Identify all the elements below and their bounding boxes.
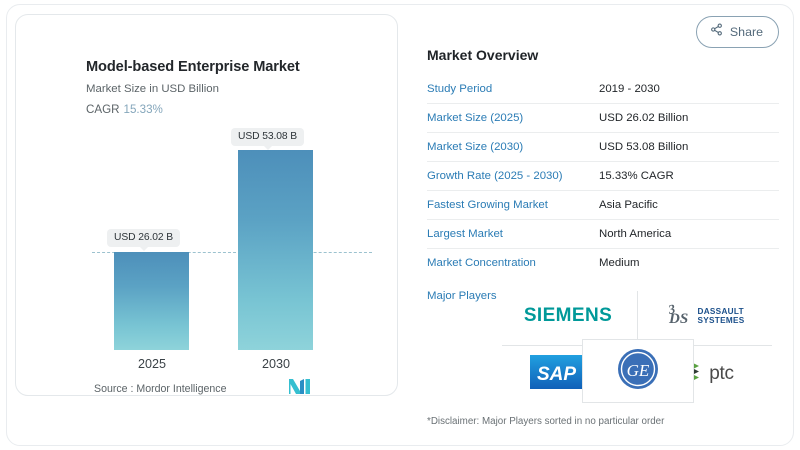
overview-title: Market Overview (427, 47, 539, 63)
cagr-label: CAGR (86, 103, 120, 116)
bar-chart-plot: USD 26.02 B USD 53.08 B 2025 2030 (76, 125, 386, 371)
chart-cagr: CAGR 15.33% (86, 103, 163, 116)
dassault-3ds-icon: 3 DS (666, 300, 694, 331)
row-value: USD 26.02 Billion (599, 103, 779, 133)
table-row: Market Size (2030) USD 53.08 Billion (427, 132, 779, 162)
row-key: Fastest Growing Market (427, 190, 599, 220)
x-axis-label-2025: 2025 (137, 357, 167, 371)
market-overview-panel: Market Overview Study Period 2019 - 2030… (427, 47, 779, 302)
row-value: Medium (599, 257, 640, 269)
row-key: Market Concentration (427, 257, 536, 269)
chart-subtitle: Market Size in USD Billion (86, 83, 219, 95)
row-value: 15.33% CAGR (599, 161, 779, 191)
share-button-label: Share (729, 25, 763, 39)
table-row: Growth Rate (2025 - 2030) 15.33% CAGR (427, 161, 779, 191)
row-key: Market Size (2030) (427, 132, 599, 162)
bar-label-2030: USD 53.08 B (231, 128, 304, 150)
overview-table: Study Period 2019 - 2030 Market Size (20… (427, 75, 779, 277)
chart-source-text: Source : Mordor Intelligence (94, 383, 227, 395)
logo-dassault-systemes: 3 DS DASSAULT SYSTEMES (640, 291, 772, 341)
major-players-logo-grid: SIEMENS 3 DS DASSAULT SYSTEMES (502, 291, 772, 403)
major-players-label: Major Players (427, 290, 497, 302)
table-row: Fastest Growing Market Asia Pacific (427, 190, 779, 220)
siemens-wordmark: SIEMENS (523, 305, 613, 326)
report-page: Share Model-based Enterprise Market Mark… (6, 4, 794, 446)
dassault-wordmark-line2: SYSTEMES (697, 316, 745, 325)
ptc-wordmark: ptc (709, 363, 734, 384)
disclaimer-text: *Disclaimer: Major Players sorted in no … (427, 416, 665, 427)
table-row: Study Period 2019 - 2030 (427, 75, 779, 104)
reference-line (92, 252, 372, 253)
logo-siemens: SIEMENS (502, 291, 634, 341)
bar-label-2025: USD 26.02 B (107, 229, 180, 251)
x-axis-label-2030: 2030 (261, 357, 291, 371)
share-nodes-icon (710, 23, 723, 41)
svg-text:DS: DS (668, 311, 688, 326)
row-value: Asia Pacific (599, 190, 779, 220)
row-key: Growth Rate (2025 - 2030) (427, 161, 599, 191)
row-value: USD 53.08 Billion (599, 132, 779, 162)
ge-monogram-icon: GE (616, 347, 660, 396)
chart-card: Model-based Enterprise Market Market Siz… (15, 14, 398, 396)
row-key: Study Period (427, 75, 599, 104)
row-key: Market Size (2025) (427, 103, 599, 133)
mordor-intelligence-logo (288, 379, 312, 399)
row-value: 2019 - 2030 (599, 75, 779, 104)
svg-text:3: 3 (668, 302, 677, 317)
table-row: Market Concentration Medium (427, 249, 779, 278)
cagr-value: 15.33% (123, 103, 163, 116)
row-key: Largest Market (427, 219, 599, 249)
share-button[interactable]: Share (695, 16, 779, 48)
row-value: North America (599, 219, 779, 249)
chart-source-row: Source : Mordor Intelligence (94, 379, 312, 399)
bar-2030[interactable] (238, 150, 313, 350)
svg-text:SAP: SAP (537, 364, 576, 385)
table-row: Largest Market North America (427, 219, 779, 249)
logo-ge: GE (582, 339, 694, 403)
svg-text:GE: GE (627, 361, 650, 380)
table-row: Market Size (2025) USD 26.02 Billion (427, 103, 779, 133)
dassault-wordmark-line1: DASSAULT (697, 306, 744, 316)
chart-title: Model-based Enterprise Market (86, 59, 300, 75)
bar-2025[interactable] (114, 252, 189, 350)
